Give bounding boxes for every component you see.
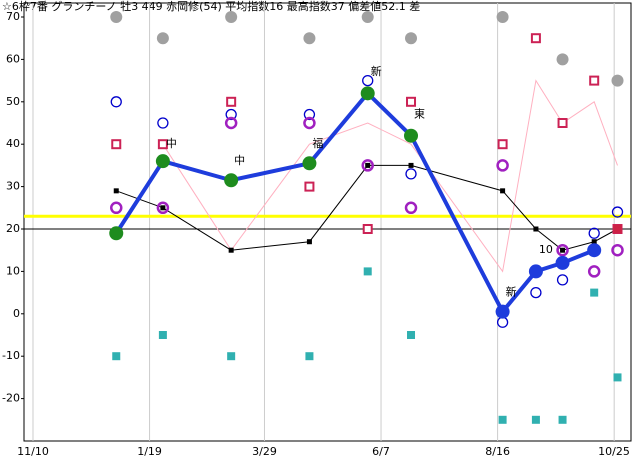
marker	[528, 264, 543, 279]
marker	[611, 74, 624, 87]
marker	[225, 108, 237, 121]
marker	[303, 116, 316, 130]
marker	[497, 139, 508, 150]
marker	[363, 267, 372, 276]
marker	[361, 11, 374, 23]
marker	[362, 224, 373, 234]
marker	[160, 205, 166, 211]
marker	[408, 162, 414, 168]
marker	[361, 159, 374, 172]
marker	[556, 53, 569, 66]
marker	[530, 33, 541, 44]
marker	[406, 96, 417, 107]
y-tick-label: 60	[6, 52, 20, 65]
marker	[155, 154, 170, 169]
y-tick-label: 20	[6, 222, 20, 235]
x-tick-label: 6/7	[372, 445, 390, 458]
series-line	[114, 90, 595, 316]
marker	[304, 181, 315, 192]
marker	[496, 11, 509, 23]
marker	[500, 188, 506, 194]
marker	[407, 331, 416, 339]
marker	[588, 227, 600, 239]
marker	[111, 139, 122, 150]
marker	[303, 32, 316, 45]
marker	[112, 352, 121, 361]
y-tick-label: 0	[13, 307, 20, 320]
marker	[157, 117, 169, 129]
marker	[560, 247, 566, 253]
marker	[365, 162, 371, 168]
y-tick-label: 70	[6, 10, 20, 23]
marker	[587, 243, 602, 258]
marker	[110, 96, 122, 108]
annotation: 中	[234, 154, 245, 167]
y-tick-label: 50	[6, 95, 20, 108]
marker	[405, 168, 417, 180]
marker	[589, 75, 600, 86]
marker	[110, 201, 123, 215]
marker	[587, 265, 601, 278]
annotation: 新	[371, 64, 382, 78]
marker	[404, 128, 419, 143]
y-tick-label: -20	[2, 392, 20, 405]
marker	[303, 108, 316, 121]
series-line	[162, 79, 618, 273]
marker	[558, 415, 567, 424]
marker	[158, 331, 167, 339]
marker	[157, 139, 168, 150]
annotation: 新	[506, 285, 517, 299]
marker	[228, 247, 234, 253]
x-tick-label: 10/25	[598, 445, 630, 458]
marker	[404, 201, 418, 215]
plot-frame	[23, 2, 632, 442]
marker	[590, 288, 599, 297]
marker	[224, 173, 239, 188]
marker	[110, 11, 123, 23]
marker	[611, 206, 624, 218]
marker	[113, 188, 119, 194]
marker	[227, 352, 236, 361]
chart-title: ☆6枠7番 グランチーノ 牡3 449 赤岡修(54) 平均指数16 最高指数3…	[2, 0, 420, 13]
annotation: 10	[539, 243, 553, 256]
y-tick-label: 40	[6, 137, 20, 150]
marker	[591, 239, 597, 245]
marker	[156, 32, 169, 45]
marker	[556, 274, 569, 286]
marker	[225, 11, 238, 23]
marker	[224, 116, 238, 130]
marker	[611, 243, 624, 257]
y-tick-label: 10	[6, 264, 20, 277]
marker	[109, 226, 124, 241]
marker	[305, 352, 314, 361]
marker	[613, 373, 622, 382]
marker	[556, 243, 569, 257]
x-tick-label: 11/10	[17, 445, 49, 458]
annotation: 中	[166, 137, 177, 150]
marker	[555, 255, 570, 270]
marker	[530, 286, 542, 299]
marker	[362, 74, 374, 87]
annotation: 福	[312, 136, 323, 150]
x-tick-label: 1/19	[137, 445, 162, 458]
marker	[302, 156, 317, 171]
marker	[498, 415, 507, 424]
y-tick-label: -10	[2, 349, 20, 362]
y-tick-label: 30	[6, 180, 20, 193]
marker	[360, 86, 375, 101]
marker	[557, 118, 568, 128]
marker	[495, 304, 510, 319]
marker	[156, 201, 170, 215]
x-tick-label: 3/29	[252, 445, 277, 458]
marker	[306, 239, 312, 245]
marker	[226, 96, 237, 107]
marker	[496, 159, 509, 172]
marker	[613, 225, 622, 233]
marker	[405, 32, 418, 45]
marker	[533, 226, 539, 232]
marker	[531, 415, 540, 424]
annotation: 東	[414, 108, 425, 121]
x-tick-label: 8/16	[485, 445, 510, 458]
